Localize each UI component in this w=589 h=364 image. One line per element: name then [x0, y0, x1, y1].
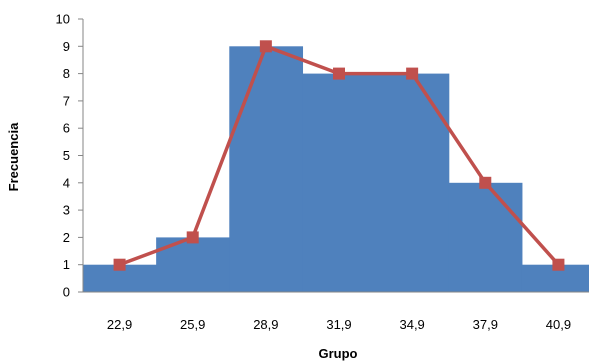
x-tick-labels: 22,9 25,9 28,9 31,9 34,9 37,9 40,9 — [107, 317, 571, 332]
histogram-bar-4 — [302, 73, 377, 292]
frequency-point-3 — [259, 40, 272, 53]
frequency-point-2 — [186, 231, 199, 244]
frequency-point-4 — [333, 67, 345, 80]
y-tick-label: 10 — [56, 12, 70, 27]
frequency-point-1 — [113, 258, 126, 271]
frequency-polygon — [113, 40, 565, 271]
y-tick-label: 0 — [63, 285, 70, 300]
y-tick-label: 3 — [63, 203, 70, 218]
frequency-point-6 — [479, 176, 492, 189]
histogram-bar-5 — [375, 73, 450, 292]
frequency-point-5 — [406, 67, 419, 80]
x-tick-label: 25,9 — [180, 317, 205, 332]
y-tick-label: 1 — [63, 257, 70, 272]
y-tick-label: 6 — [63, 121, 70, 136]
histogram-bar-6 — [448, 182, 523, 292]
x-tick-label: 31,9 — [326, 317, 351, 332]
x-tick-label: 40,9 — [546, 317, 571, 332]
y-axis-title: Frecuencia — [6, 122, 21, 191]
y-tick-label: 8 — [63, 66, 70, 81]
x-axis-title: Grupo — [319, 346, 358, 361]
y-tick-label: 5 — [63, 148, 70, 163]
frequency-point-7 — [552, 258, 565, 271]
y-tick-label: 4 — [63, 175, 70, 190]
y-tick-labels: 0 1 2 3 4 5 6 7 8 9 10 — [56, 12, 83, 300]
x-tick-label: 22,9 — [107, 317, 132, 332]
x-tick-label: 28,9 — [253, 317, 278, 332]
y-tick-label: 2 — [63, 230, 70, 245]
histogram-bars — [83, 46, 589, 292]
x-tick-label: 34,9 — [399, 317, 424, 332]
y-tick-label: 7 — [63, 93, 70, 108]
histogram-bar-3 — [229, 46, 304, 292]
x-tick-label: 37,9 — [473, 317, 498, 332]
y-tick-label: 9 — [63, 39, 70, 54]
